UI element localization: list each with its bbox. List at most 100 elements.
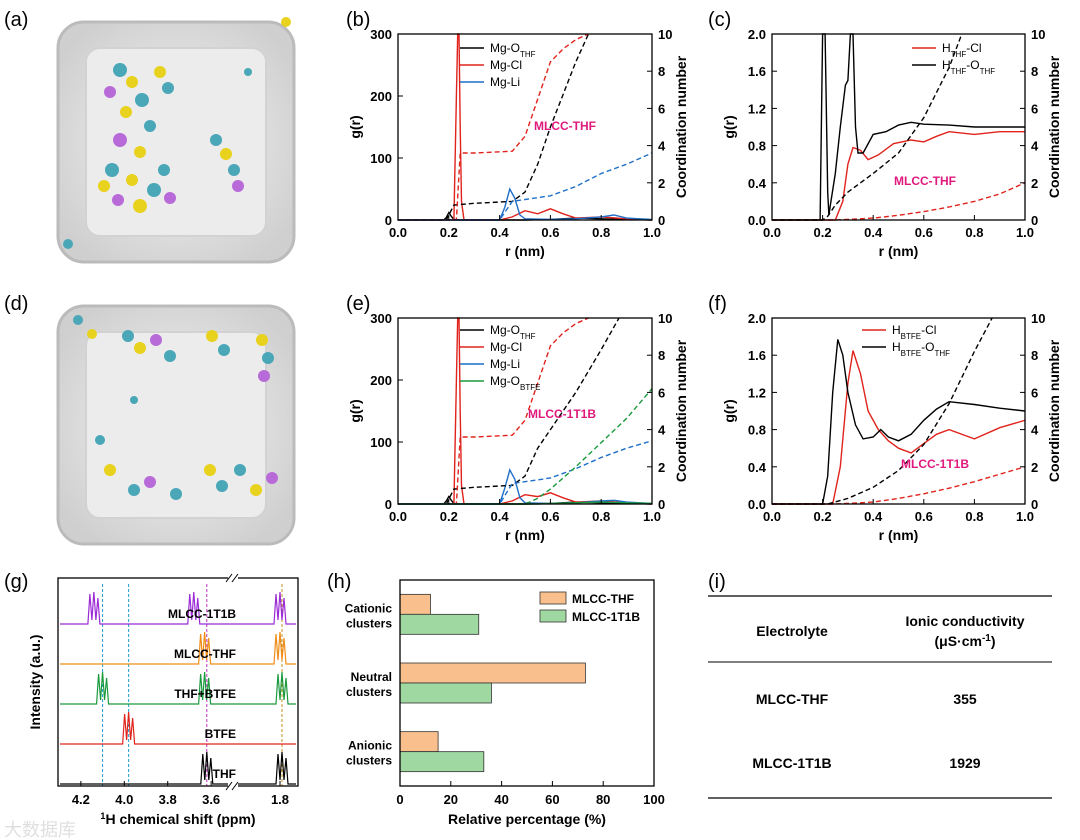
x-tick-label: 3.8: [159, 792, 177, 807]
chart-annotation: MLCC-THF: [894, 174, 956, 188]
bar-MLCC-THF-2: [399, 731, 439, 753]
x-axis-label: r (nm): [505, 243, 545, 259]
series-line-2: [398, 187, 652, 221]
nmr-trace-1: [60, 631, 296, 665]
panel-label-i: (i): [708, 571, 726, 593]
y-tick-label: 1.2: [748, 385, 766, 400]
legend-base: Mg-O: [490, 323, 520, 337]
y2-axis-label: Coordination number: [673, 339, 689, 482]
nmr-trace-4: [60, 751, 296, 785]
x-tick-label: 0.2: [814, 225, 832, 240]
legend-base: Mg-Li: [490, 75, 520, 89]
y2-tick-label: 0: [1031, 213, 1038, 228]
legend-base: Mg-Cl: [490, 58, 522, 72]
series-line-1: [772, 33, 1025, 221]
legend-swatch: [539, 609, 567, 623]
y2-tick-label: 2: [1031, 176, 1038, 191]
y2-tick-label: 8: [658, 348, 665, 363]
y-tick-label: 2.0: [748, 27, 766, 42]
legend-base: Mg-Li: [490, 357, 520, 371]
series-line-4: [398, 33, 589, 221]
unit-sup: -1: [982, 633, 991, 644]
nmr-trace-label: MLCC-1T1B: [168, 607, 236, 621]
axis-break-bottom-gap: [228, 782, 238, 790]
x-tick-label: 3.6: [202, 792, 220, 807]
legend-tail: -O: [966, 58, 979, 72]
series-line-5: [398, 152, 652, 221]
x-tick-label: 60: [545, 792, 559, 807]
y-tick-label: 300: [370, 27, 392, 42]
plot-frame: [397, 317, 653, 505]
series-line-2: [398, 468, 652, 505]
legend-sub: THF: [520, 332, 536, 341]
legend-sub: BTFE: [901, 332, 921, 341]
legend-label: HBTFE-OTHF: [892, 340, 950, 358]
y-tick-label: 200: [370, 89, 392, 104]
category-label-line1: Neutral: [351, 670, 392, 684]
y2-tick-label: 4: [1031, 423, 1039, 438]
legend-label: HTHF-OTHF: [942, 58, 995, 76]
x-tick-label: 0.0: [389, 225, 407, 240]
axis-break-mark: [225, 781, 233, 791]
y2-tick-label: 10: [1031, 311, 1045, 326]
legend-sub: THF: [951, 67, 967, 76]
table-i: Electrolyte Ionic conductivity (μS·cm-1) ML…: [708, 595, 1052, 799]
series-line-3: [772, 33, 963, 221]
bar-MLCC-1T1B-1: [399, 682, 492, 704]
chart-annotation: MLCC-THF: [534, 119, 596, 133]
panel-label-g: (g): [4, 571, 28, 593]
y-tick-label: 200: [370, 373, 392, 388]
panel-label-d: (d): [4, 293, 28, 315]
unit-text: (μS·cm: [934, 633, 981, 649]
table-cell-conductivity: 1929: [949, 755, 980, 771]
legend-tail-sub: THF: [934, 349, 950, 358]
nmr-trace-2: [60, 671, 296, 705]
x-tick-label: 0.8: [592, 225, 610, 240]
bar-MLCC-THF-1: [399, 662, 586, 684]
panel-label-a: (a): [4, 9, 28, 31]
x-tick-label: 0.2: [814, 509, 832, 524]
legend-base: Mg-O: [490, 374, 520, 388]
plot-frame: [399, 579, 655, 787]
y2-tick-label: 0: [658, 213, 665, 228]
y2-tick-label: 0: [658, 497, 665, 512]
x-tick-label: 0.6: [541, 225, 559, 240]
x-tick-label: 0.6: [915, 509, 933, 524]
x-tick-label: 40: [494, 792, 508, 807]
series-line-7: [398, 388, 652, 505]
nmr-trace-label: MLCC-THF: [174, 647, 236, 661]
x-tick-label: 100: [643, 792, 665, 807]
x-tick-label: 0.0: [389, 509, 407, 524]
axis-break-top-gap: [228, 574, 238, 582]
y2-tick-label: 6: [1031, 101, 1038, 116]
md-snapshot-d: [56, 304, 296, 546]
y2-tick-label: 10: [658, 27, 672, 42]
y-tick-label: 300: [370, 311, 392, 326]
y2-tick-label: 6: [658, 385, 665, 400]
panel-label-h: (h): [327, 571, 351, 593]
legend-base: H: [942, 41, 951, 55]
y-tick-label: 0.0: [748, 497, 766, 512]
axis-break-mark: [225, 573, 233, 583]
y2-axis-label: Coordination number: [1046, 55, 1062, 198]
x-tick-label: 0.2: [440, 509, 458, 524]
bar-MLCC-THF-0: [399, 593, 431, 615]
plot-frame: [771, 317, 1026, 505]
bar-MLCC-1T1B-0: [399, 613, 480, 635]
plot-frame: [57, 577, 299, 787]
panel-label-c: (c): [708, 9, 731, 31]
x-tick-label: 0.4: [864, 225, 883, 240]
legend-label: MLCC-1T1B: [572, 610, 640, 624]
y-axis-label: g(r): [721, 115, 737, 138]
bar-MLCC-1T1B-2: [399, 751, 485, 773]
x-tick-label: 0.2: [440, 225, 458, 240]
legend-label: Mg-Cl: [490, 340, 522, 354]
x-tick-label: 0.8: [592, 509, 610, 524]
table-header-unit: (μS·cm-1): [934, 633, 995, 650]
panel-label-b: (b): [346, 9, 370, 31]
x-tick-label: 0.0: [763, 509, 781, 524]
series-line-6: [398, 440, 652, 505]
plot-frame: [397, 33, 653, 221]
